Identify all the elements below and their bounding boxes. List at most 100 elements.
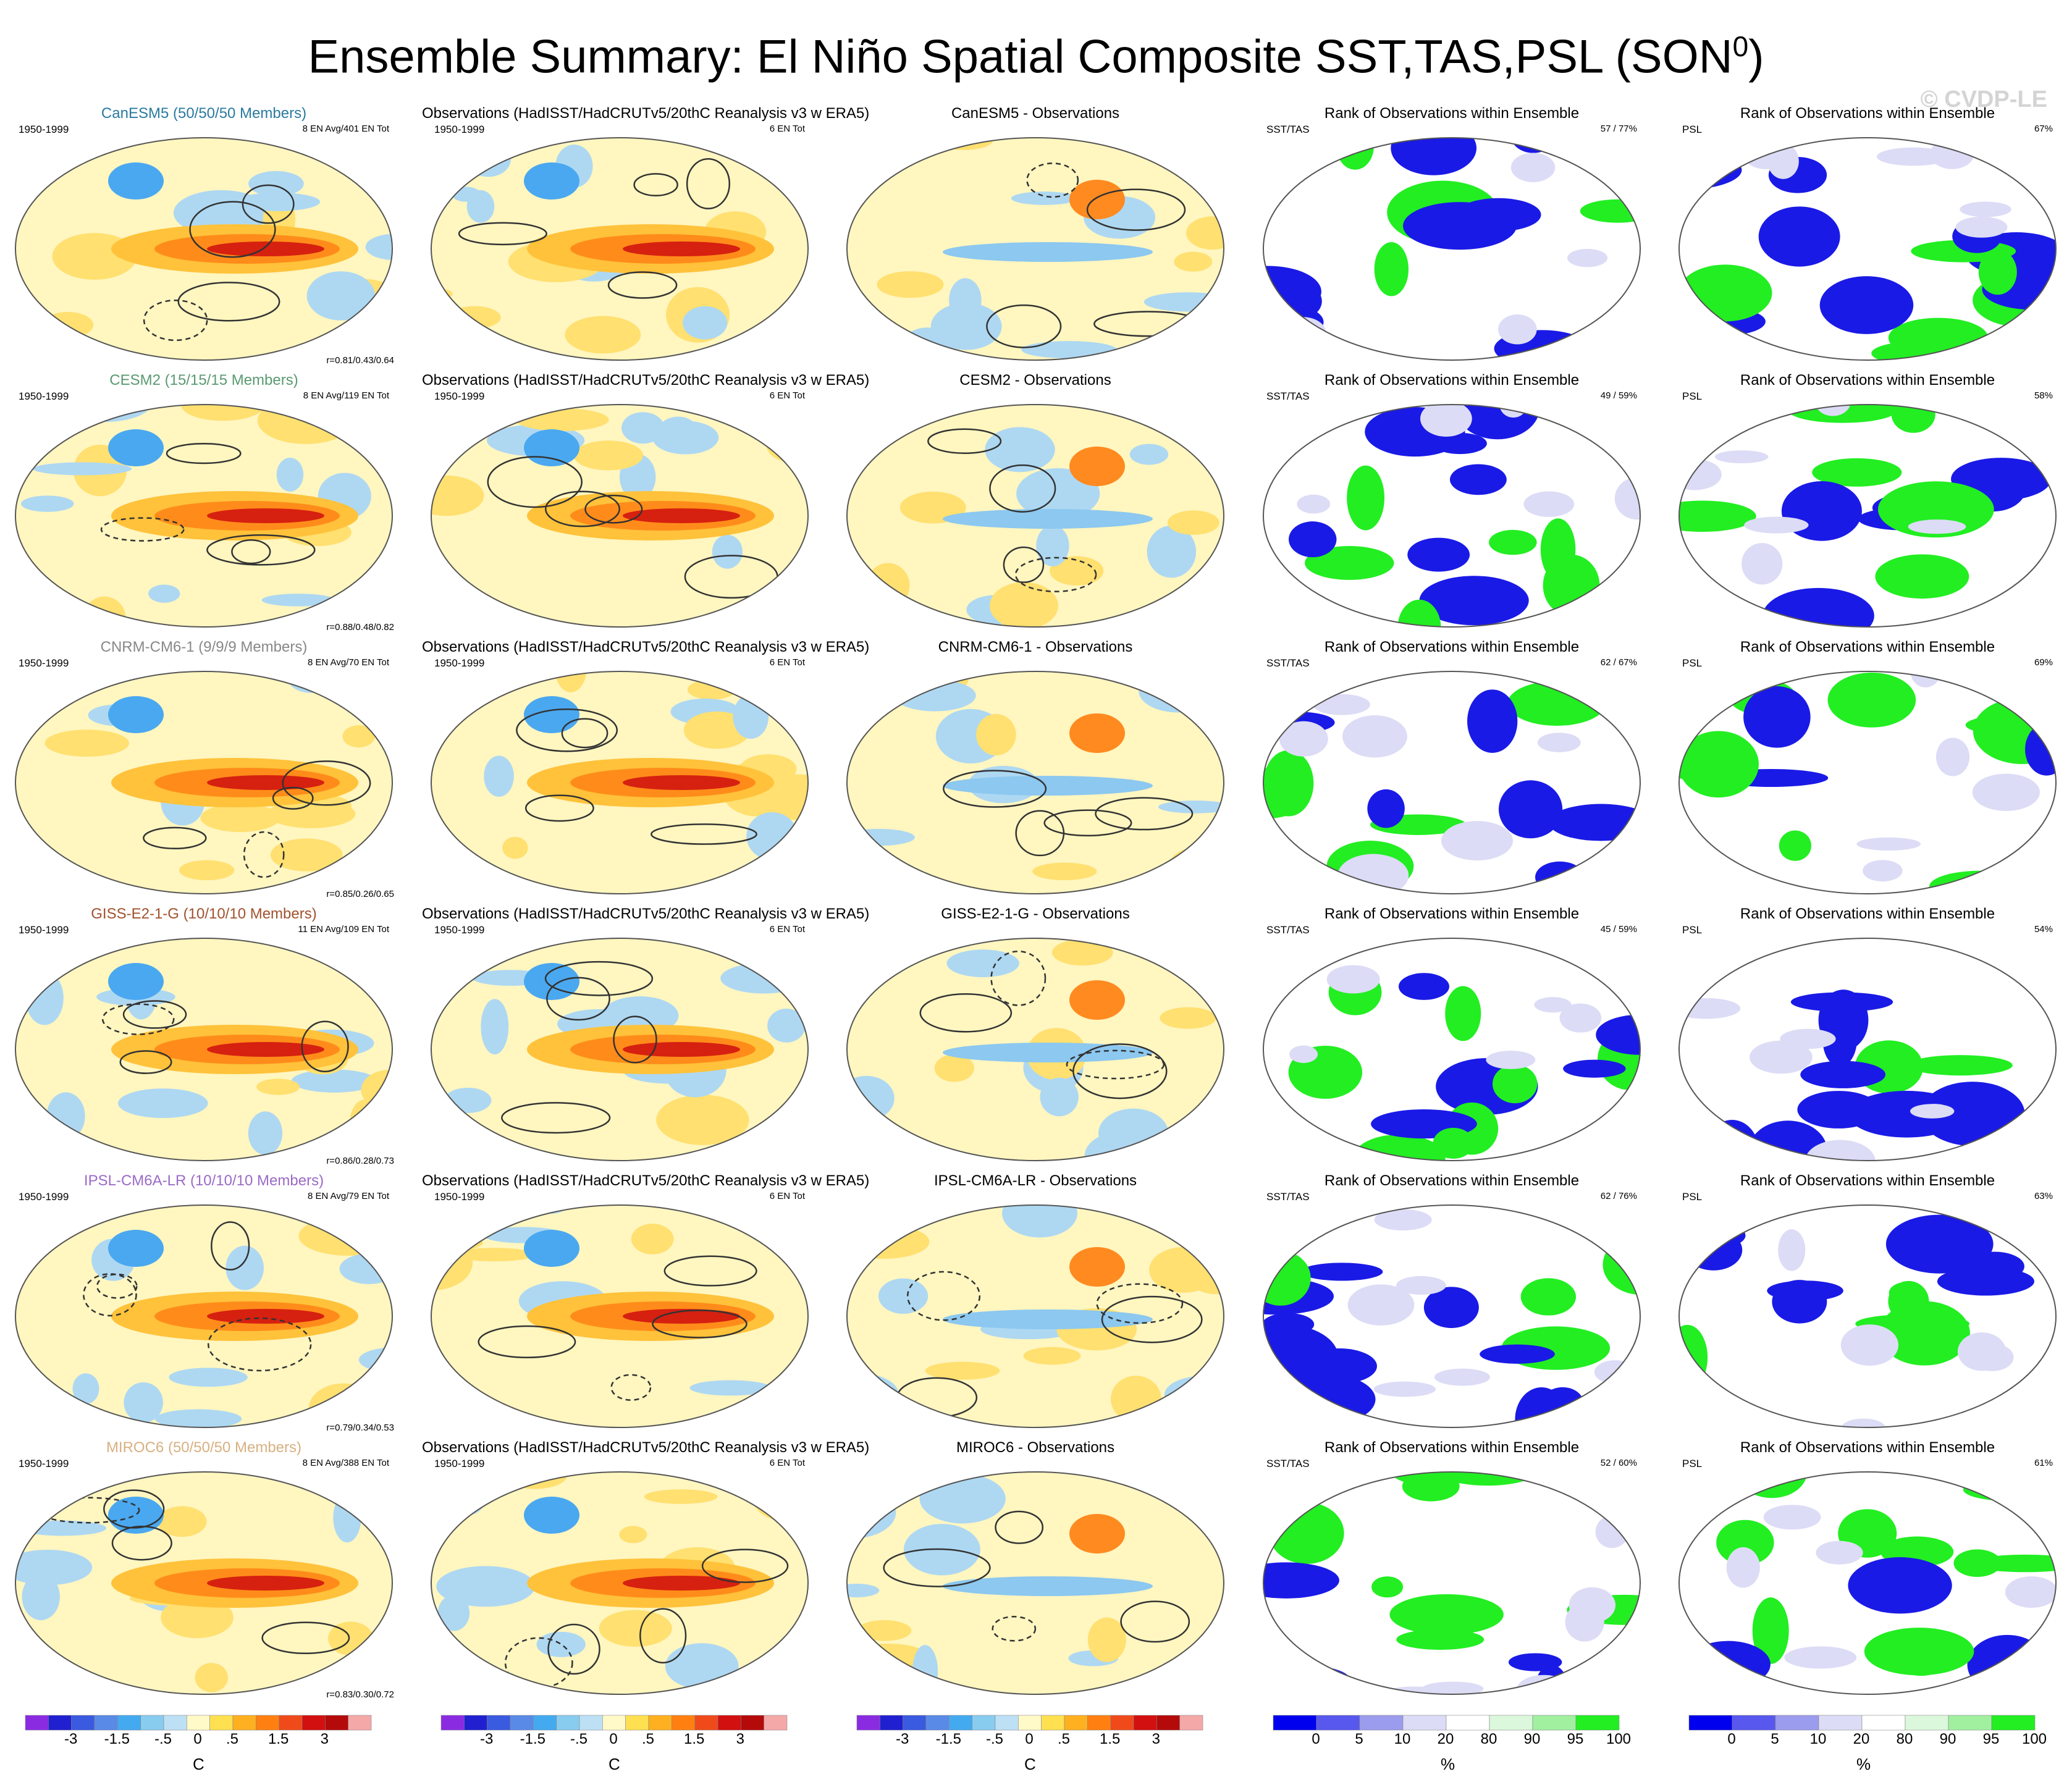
colorbar-tick: -1.5	[520, 1731, 546, 1747]
anomaly-map	[15, 938, 393, 1161]
rank-variable: PSL	[1682, 124, 1703, 135]
colorbar-swatch	[1133, 1715, 1157, 1731]
map-panel: Rank of Observations within Ensemble PSL 6…	[1670, 105, 2065, 372]
rank-title: Rank of Observations within Ensemble	[1324, 1439, 1580, 1456]
event-count: 6 EN Tot	[769, 390, 805, 401]
period-label: 1950-1999	[19, 924, 69, 936]
colorbar-tick: 1.5	[1099, 1731, 1121, 1747]
period-label: 1950-1999	[434, 657, 485, 669]
model-title: CanESM5 (50/50/50 Members)	[101, 105, 307, 122]
colorbar-swatch	[1489, 1715, 1533, 1731]
event-count: 8 EN Avg/79 EN Tot	[307, 1191, 389, 1201]
model-title: CNRM-CM6-1 (9/9/9 Members)	[100, 639, 308, 655]
colorbar-swatch	[1575, 1715, 1620, 1731]
rank-variable: SST/TAS	[1266, 1458, 1310, 1469]
colorbar-swatch	[94, 1715, 118, 1731]
colorbar-tick: 80	[1896, 1731, 1913, 1747]
map-panel: Observations (HadISST/HadCRUTv5/20thC Re…	[422, 1439, 870, 1706]
colorbar-swatches	[1688, 1715, 2036, 1731]
rank-title: Rank of Observations within Ensemble	[1324, 372, 1580, 389]
colorbar-swatch	[1688, 1715, 1733, 1731]
period-label: 1950-1999	[434, 390, 485, 402]
colorbar-swatch	[1316, 1715, 1360, 1731]
rank-variable: PSL	[1682, 1458, 1703, 1469]
model-title: GISS-E2-1-G (10/10/10 Members)	[91, 906, 317, 922]
colorbar-swatches	[25, 1715, 372, 1731]
map-panel: CanESM5 (50/50/50 Members) 1950-1999 8 EN …	[6, 105, 402, 372]
rank-map	[1678, 137, 2057, 361]
colorbar-tick: 5	[1771, 1731, 1779, 1747]
event-count: 6 EN Tot	[769, 1191, 805, 1201]
colorbar-swatch	[279, 1715, 303, 1731]
colorbar-swatch	[764, 1715, 788, 1731]
period-label: 1950-1999	[19, 390, 69, 402]
map-panel: MIROC6 - Observations	[838, 1439, 1233, 1706]
colorbar-tick: 95	[1567, 1731, 1584, 1747]
colorbar-tick: 90	[1939, 1731, 1956, 1747]
colorbar-tick: 0	[1312, 1731, 1320, 1747]
obs-title: Observations (HadISST/HadCRUTv5/20thC Re…	[422, 906, 870, 922]
map-panel: MIROC6 (50/50/50 Members) 1950-1999 8 EN A…	[6, 1439, 402, 1706]
map-panel: Rank of Observations within Ensemble PSL 6…	[1670, 1439, 2065, 1706]
anomaly-map	[846, 404, 1224, 628]
rank-variable: SST/TAS	[1266, 924, 1310, 936]
rank-variable: SST/TAS	[1266, 1191, 1310, 1203]
colorbar-tick: -3	[895, 1731, 909, 1747]
event-count: 8 EN Avg/70 EN Tot	[307, 657, 389, 668]
colorbar-swatch	[672, 1715, 695, 1731]
rank-variable: SST/TAS	[1266, 124, 1310, 135]
event-count: 8 EN Avg/401 EN Tot	[302, 124, 389, 134]
event-count: 6 EN Tot	[769, 124, 805, 134]
colorbar-tick: 3	[1152, 1731, 1161, 1747]
map-panel: GISS-E2-1-G - Observations	[838, 906, 1233, 1172]
map-panel: Rank of Observations within Ensemble PSL 6…	[1670, 1172, 2065, 1439]
colorbar-tick: 100	[2021, 1731, 2047, 1747]
rank-map	[1678, 938, 2057, 1161]
rank-map	[1678, 404, 2057, 628]
colorbar-rank-2: 0 5 10 20 80 90 95 100%	[1688, 1715, 2047, 1776]
colorbar-tick: -3	[479, 1731, 494, 1747]
colorbar-swatch	[625, 1715, 649, 1731]
colorbar-swatch	[1064, 1715, 1088, 1731]
colorbar-temp-2: -3 -1.5 -.5 0 .5 1.5 3 C	[440, 1715, 799, 1776]
colorbar-swatch	[325, 1715, 348, 1731]
colorbar-tick: 80	[1480, 1731, 1497, 1747]
rank-percent: 61%	[2034, 1458, 2053, 1468]
anomaly-map	[431, 671, 809, 894]
colorbar-swatches	[440, 1715, 788, 1731]
colorbar-swatch	[187, 1715, 210, 1731]
colorbar-swatch	[140, 1715, 164, 1731]
map-panel: Rank of Observations within Ensemble SST/…	[1254, 105, 1649, 372]
anomaly-map	[846, 938, 1224, 1161]
obs-title: Observations (HadISST/HadCRUTv5/20thC Re…	[422, 639, 870, 655]
map-panel: CESM2 - Observations	[838, 372, 1233, 639]
obs-title: Observations (HadISST/HadCRUTv5/20thC Re…	[422, 1439, 870, 1456]
colorbar-swatch	[741, 1715, 764, 1731]
colorbar-swatch	[1087, 1715, 1111, 1731]
colorbar-swatch	[856, 1715, 880, 1731]
colorbar-swatch	[440, 1715, 465, 1731]
colorbar-swatch	[533, 1715, 557, 1731]
colorbar-swatch	[1041, 1715, 1065, 1731]
colorbar-tick: -.5	[570, 1731, 588, 1747]
colorbar-tick: -1.5	[104, 1731, 130, 1747]
colorbar-unit: C	[193, 1755, 204, 1773]
colorbar-swatch	[556, 1715, 580, 1731]
rank-title: Rank of Observations within Ensemble	[1740, 372, 1995, 389]
colorbar-unit: %	[1441, 1755, 1455, 1773]
diff-title: CNRM-CM6-1 - Observations	[938, 639, 1133, 655]
colorbar-temp-3: -3 -1.5 -.5 0 .5 1.5 3 C	[856, 1715, 1215, 1776]
anomaly-map	[15, 404, 393, 628]
obs-title: Observations (HadISST/HadCRUTv5/20thC Re…	[422, 1172, 870, 1189]
rank-percent: 62 / 67%	[1600, 657, 1637, 668]
colorbar-swatch	[1775, 1715, 1819, 1731]
colorbar-swatch	[579, 1715, 603, 1731]
rank-title: Rank of Observations within Ensemble	[1324, 105, 1580, 122]
colorbar-tick: 20	[1437, 1731, 1454, 1747]
colorbar-temp-1: -3 -1.5 -.5 0 .5 1.5 3 C	[25, 1715, 383, 1776]
colorbar-swatches	[1273, 1715, 1620, 1731]
colorbar-tick: -.5	[154, 1731, 172, 1747]
rank-map	[1263, 1204, 1641, 1428]
rank-percent: 58%	[2034, 390, 2053, 401]
rank-variable: PSL	[1682, 1191, 1703, 1203]
